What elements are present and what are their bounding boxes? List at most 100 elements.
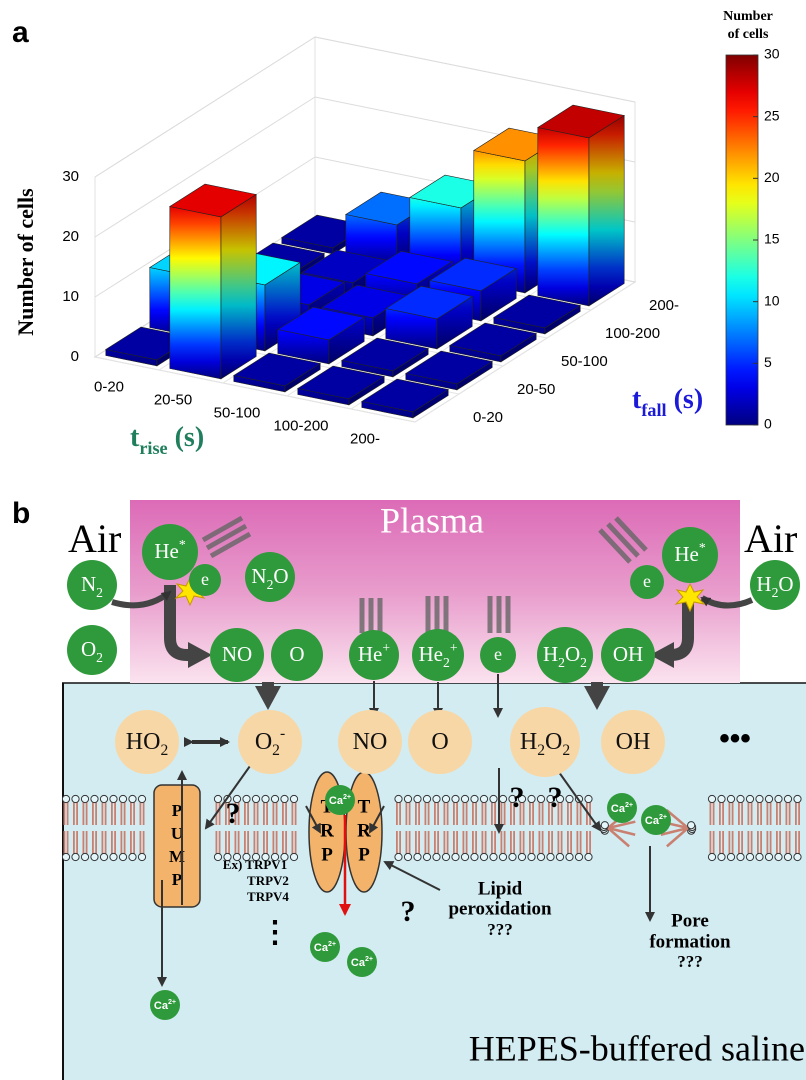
label-part: H — [520, 729, 537, 755]
lipid-head — [252, 795, 259, 802]
trp-letter: P — [358, 844, 370, 865]
lipid-head — [271, 795, 278, 802]
label-part: + — [382, 640, 390, 655]
trp-letter: R — [357, 820, 371, 841]
liquid-species-label: O — [431, 729, 448, 755]
lipid-label: peroxidation — [448, 898, 552, 919]
lipid-head — [746, 853, 753, 860]
trp-letter: P — [321, 844, 333, 865]
lipid-head — [556, 853, 563, 860]
lipid-head — [499, 853, 506, 860]
x-tick-label: 20-50 — [154, 391, 192, 408]
label-part: rise — [139, 438, 167, 458]
saline-label: HEPES-buffered saline — [469, 1028, 805, 1068]
lipid-head — [404, 795, 411, 802]
lipid-head — [395, 853, 402, 860]
trp-letter: R — [320, 820, 334, 841]
label-part: H — [756, 572, 771, 596]
trp-letter: T — [358, 796, 371, 817]
label-part: e — [643, 571, 651, 591]
lipid-head — [452, 853, 459, 860]
lipid-head — [688, 822, 695, 829]
lipid-head — [746, 795, 753, 802]
lipid-head — [480, 795, 487, 802]
lipid-head — [537, 795, 544, 802]
lipid-head — [585, 853, 592, 860]
label-part: Ca — [329, 795, 344, 807]
y-tick-label: 20-50 — [517, 381, 555, 398]
vdots: ⋮ — [260, 916, 290, 949]
colorbar-title: of cells — [728, 27, 769, 42]
label-part: O — [81, 637, 96, 661]
y-tick-label: 100-200 — [605, 325, 660, 342]
trp-example: Ex) TRPV1 — [223, 857, 287, 872]
lipid-head — [784, 853, 791, 860]
lipid-head — [91, 795, 98, 802]
z-tick-label: 0 — [71, 348, 79, 365]
ellipsis: ••• — [719, 722, 751, 755]
lipid-head — [129, 853, 136, 860]
pump-letter: P — [172, 870, 182, 889]
lipid-head — [414, 795, 421, 802]
x-tick-label: 50-100 — [214, 404, 261, 421]
label-part: O — [778, 572, 793, 596]
panel-label: a — [12, 16, 29, 49]
label-part: fall — [641, 400, 666, 420]
label-part: O — [289, 642, 304, 666]
label-part: He — [674, 542, 699, 566]
lipid-head — [72, 795, 79, 802]
y-axis-title: tfall (s) — [632, 384, 703, 420]
lipid-head — [433, 795, 440, 802]
label-part: 2 — [96, 585, 103, 600]
lipid-head — [100, 795, 107, 802]
lipid-head — [100, 853, 107, 860]
lipid-head — [509, 853, 516, 860]
label-part: 2 — [443, 655, 450, 670]
lipid-head — [62, 795, 69, 802]
pore-label: formation — [649, 931, 731, 952]
label-part: NO — [353, 729, 388, 755]
label-part: Ca — [351, 957, 366, 969]
colorbar-title: Number — [723, 9, 773, 24]
lipid-head — [433, 853, 440, 860]
page: {"chart_data": { "type": "bar3d", "panel… — [0, 0, 806, 1080]
question-mark: ? — [401, 895, 416, 928]
lipid-head — [547, 853, 554, 860]
liquid-species-label: NO — [353, 729, 388, 755]
lipid-head — [528, 853, 535, 860]
colorbar-tick-label: 30 — [764, 46, 780, 62]
question-mark: ? — [548, 781, 563, 814]
lipid-head — [737, 795, 744, 802]
label-part: 2 — [537, 742, 545, 759]
label-part: NO — [222, 642, 252, 666]
chart-3d: 01020300-2020-5050-100100-200200-0-2020-… — [62, 37, 679, 447]
lipid-head — [528, 795, 535, 802]
lipid-head — [518, 853, 525, 860]
bar-side — [221, 195, 256, 379]
label-part: N — [251, 564, 266, 588]
label-part: 2+ — [365, 955, 373, 963]
label-part: OH — [616, 729, 651, 755]
label-part: 2+ — [328, 940, 336, 948]
gas-species-label: NO — [222, 642, 252, 666]
bar-front — [170, 207, 221, 379]
lipid-head — [480, 853, 487, 860]
colorbar-tick-label: 20 — [764, 169, 780, 185]
lipid-label: Lipid — [478, 878, 523, 899]
lipid-head — [81, 795, 88, 802]
lipid-head — [471, 795, 478, 802]
x-tick-label: 100-200 — [273, 417, 328, 434]
lipid-head — [708, 795, 715, 802]
gas-species-label: e — [201, 569, 209, 589]
label-part: (s) — [667, 384, 704, 415]
lipid-head — [784, 795, 791, 802]
lipid-head — [794, 853, 801, 860]
lipid-head — [452, 795, 459, 802]
lipid-head — [737, 853, 744, 860]
lipid-head — [110, 795, 117, 802]
lipid-head — [110, 853, 117, 860]
pore-label: Pore — [671, 910, 709, 931]
label-part: He — [358, 642, 383, 666]
gas-species-label: OH — [613, 642, 643, 666]
lipid-head — [81, 853, 88, 860]
